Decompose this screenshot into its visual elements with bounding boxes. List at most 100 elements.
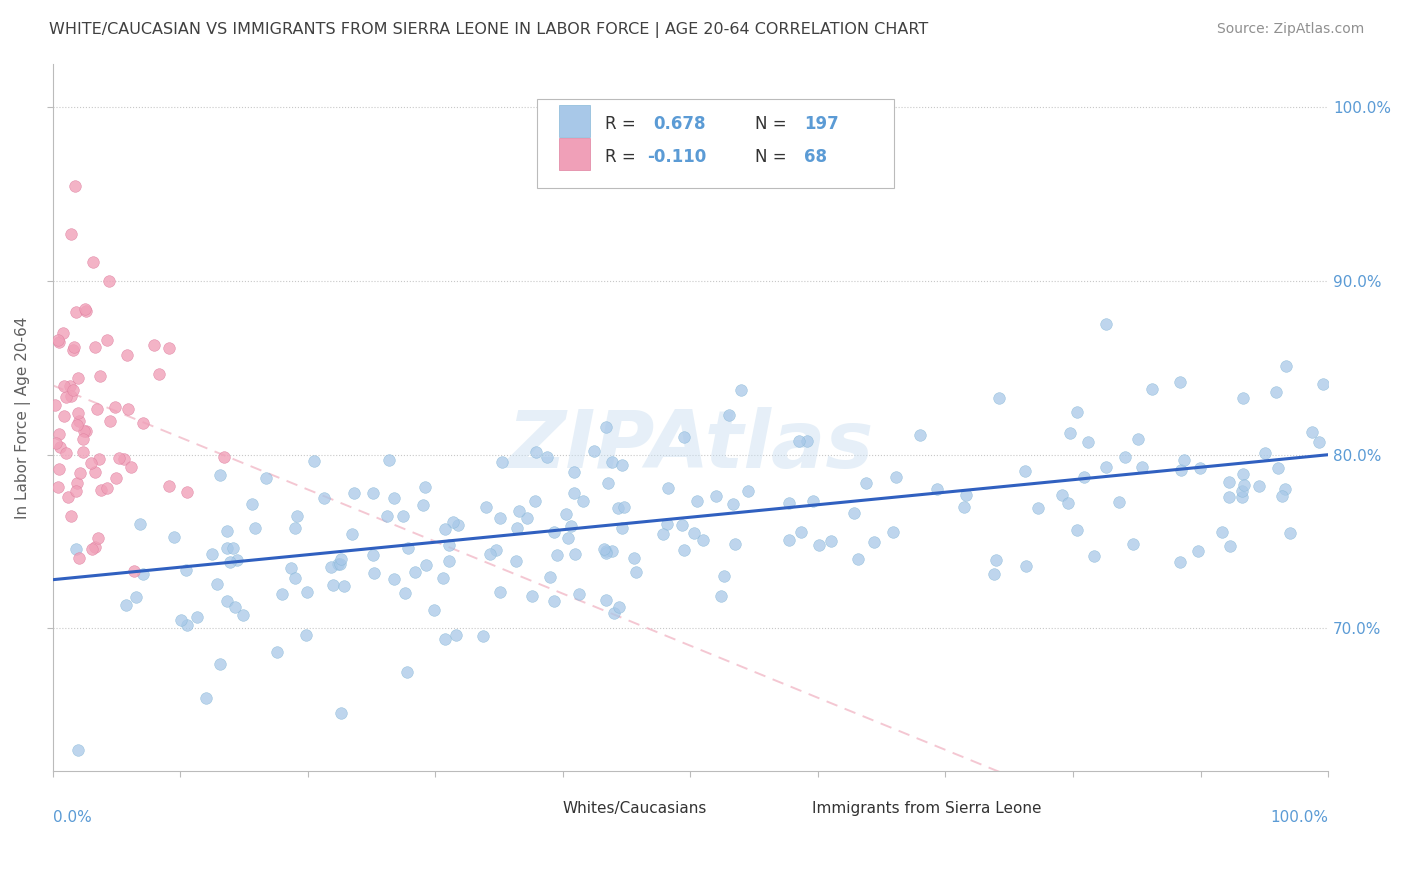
Point xyxy=(723,537,745,551)
Point xyxy=(395,665,418,679)
Point xyxy=(62,383,84,397)
Point xyxy=(44,398,66,412)
Point xyxy=(790,524,813,539)
Point xyxy=(148,367,170,381)
Point xyxy=(471,629,494,643)
Point xyxy=(505,554,527,568)
Point xyxy=(1170,376,1192,390)
Point xyxy=(1188,461,1211,475)
Point xyxy=(820,534,842,549)
Point xyxy=(564,547,586,561)
Point xyxy=(1249,479,1271,493)
Point xyxy=(96,333,118,347)
Text: R =: R = xyxy=(605,148,641,166)
Point xyxy=(778,496,800,510)
Text: N =: N = xyxy=(755,148,792,166)
Point xyxy=(1218,490,1240,504)
Point xyxy=(125,590,148,604)
Point xyxy=(506,521,529,535)
Point xyxy=(1066,523,1088,537)
Point xyxy=(1232,491,1254,505)
Point xyxy=(73,301,96,316)
Point xyxy=(474,500,496,515)
Point xyxy=(855,476,877,491)
Point xyxy=(692,533,714,548)
Point xyxy=(245,521,267,535)
Point xyxy=(89,368,111,383)
Point xyxy=(1050,488,1073,502)
Point xyxy=(1232,391,1254,405)
FancyBboxPatch shape xyxy=(537,99,894,187)
Point xyxy=(343,485,366,500)
Point xyxy=(846,552,869,566)
Point xyxy=(328,558,350,572)
Point xyxy=(478,547,501,561)
Point xyxy=(98,414,121,428)
Point xyxy=(128,517,150,532)
Point xyxy=(209,657,232,671)
Point xyxy=(66,476,89,491)
Point xyxy=(592,542,614,557)
Point xyxy=(53,378,76,392)
Point xyxy=(1211,525,1233,540)
Point xyxy=(1233,478,1256,492)
Point xyxy=(796,434,818,449)
Point xyxy=(1308,435,1330,450)
Point xyxy=(953,500,976,514)
Point xyxy=(363,566,385,580)
Point xyxy=(104,400,127,414)
Text: 68: 68 xyxy=(804,148,827,166)
Point xyxy=(84,340,107,354)
Text: N =: N = xyxy=(755,115,792,133)
Point xyxy=(295,584,318,599)
Point xyxy=(378,452,401,467)
Point xyxy=(176,484,198,499)
Point xyxy=(46,480,69,494)
Point xyxy=(65,178,87,193)
Point xyxy=(48,462,70,476)
Point xyxy=(415,558,437,572)
Point xyxy=(72,445,94,459)
Point xyxy=(710,590,733,604)
Point xyxy=(280,561,302,575)
Point xyxy=(157,341,180,355)
Point xyxy=(1265,385,1288,400)
Point xyxy=(412,498,434,512)
Point xyxy=(333,579,356,593)
Point xyxy=(66,370,89,384)
Point xyxy=(612,458,634,472)
Point xyxy=(321,559,343,574)
Point xyxy=(538,570,561,584)
Point xyxy=(623,551,645,566)
Point xyxy=(543,593,565,607)
Text: Whites/Caucasians: Whites/Caucasians xyxy=(562,801,707,815)
Point xyxy=(447,517,470,532)
Point xyxy=(1126,432,1149,446)
Point xyxy=(1059,426,1081,441)
Point xyxy=(60,227,83,241)
Point xyxy=(82,541,104,556)
Point xyxy=(1083,549,1105,564)
Point xyxy=(886,469,908,483)
Point xyxy=(67,551,90,566)
Point xyxy=(433,522,456,536)
Point xyxy=(491,455,513,469)
FancyBboxPatch shape xyxy=(560,105,589,136)
Point xyxy=(207,577,229,591)
Point xyxy=(55,446,77,460)
Point xyxy=(201,548,224,562)
Point xyxy=(72,432,94,446)
Y-axis label: In Labor Force | Age 20-64: In Labor Force | Age 20-64 xyxy=(15,316,31,518)
Point xyxy=(75,304,97,318)
Point xyxy=(524,445,547,459)
Point xyxy=(613,500,636,515)
Point xyxy=(562,465,585,479)
Point xyxy=(484,543,506,558)
Point xyxy=(1219,539,1241,553)
Point xyxy=(361,548,384,562)
Point xyxy=(65,305,87,319)
FancyBboxPatch shape xyxy=(773,797,801,819)
Point xyxy=(600,544,623,558)
Point xyxy=(65,541,87,556)
Point xyxy=(572,494,595,508)
